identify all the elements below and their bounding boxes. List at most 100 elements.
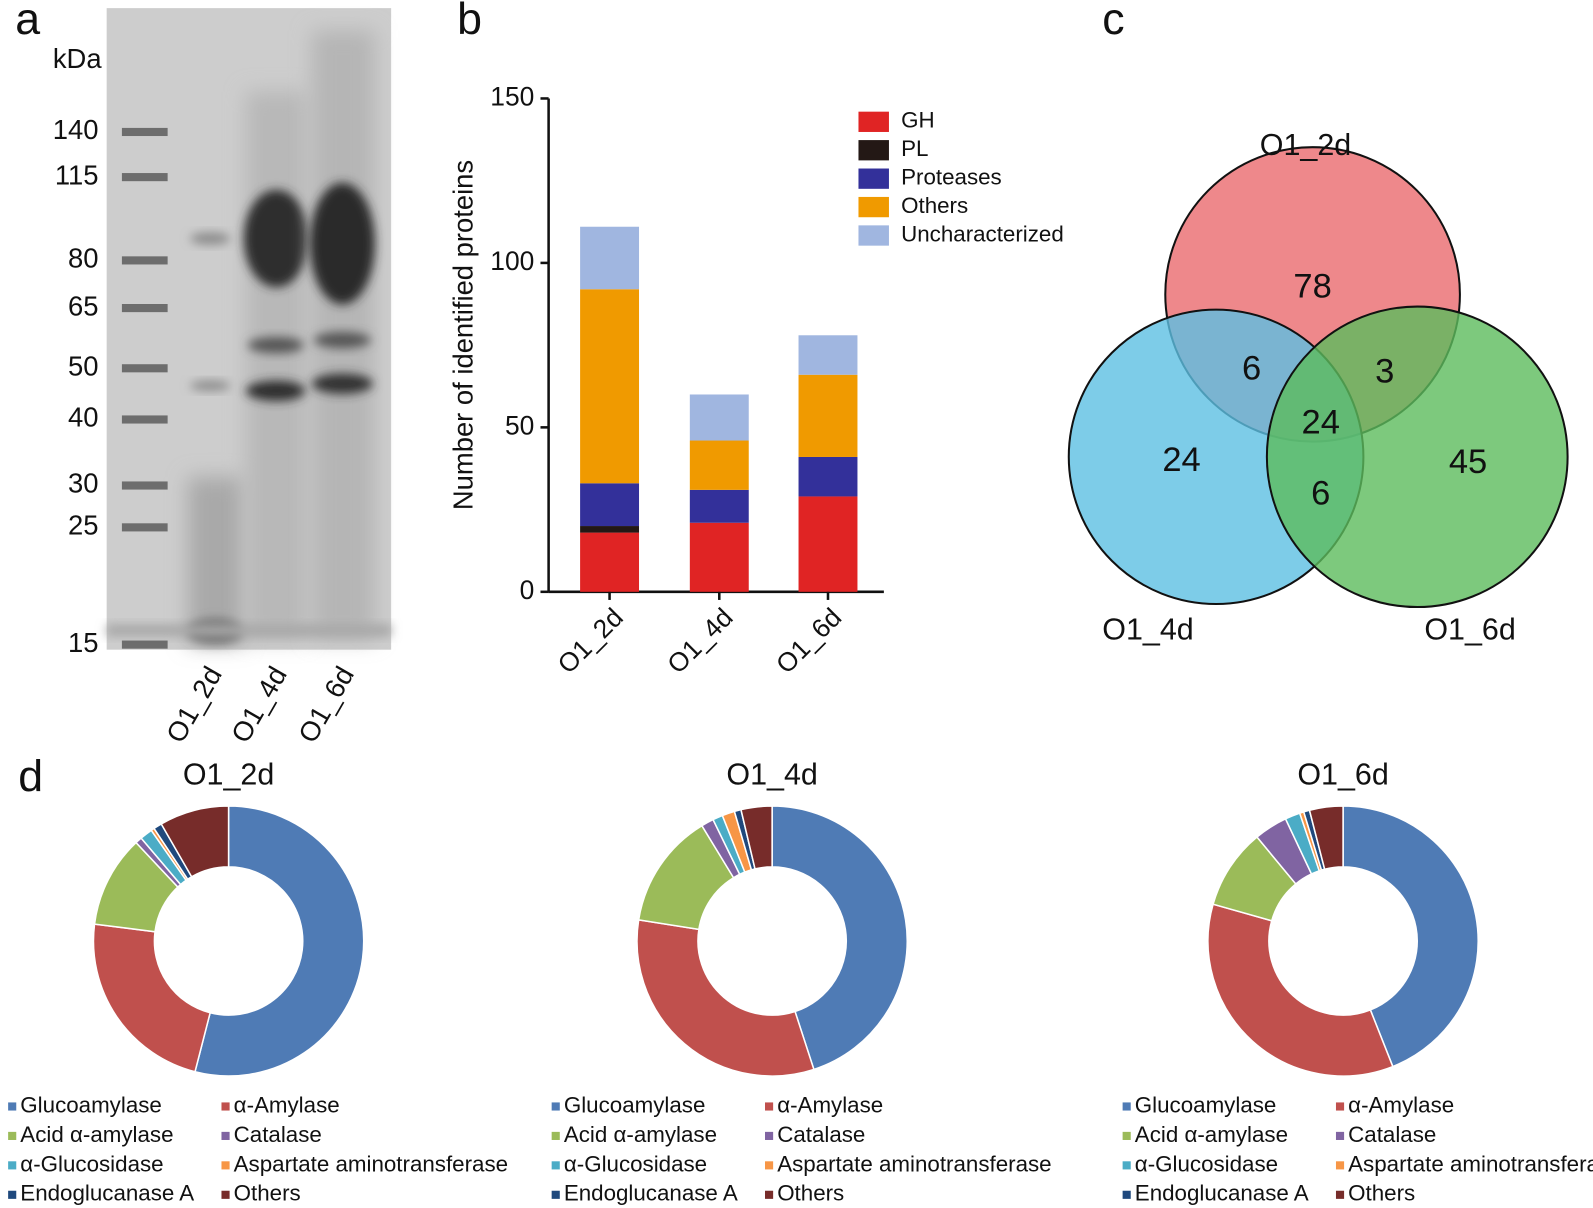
bar-segment bbox=[580, 483, 640, 527]
legend-swatch bbox=[1122, 1102, 1131, 1111]
gel-band bbox=[243, 189, 309, 288]
y-axis-label: Number of identified proteins bbox=[448, 160, 479, 510]
marker-band bbox=[121, 304, 168, 313]
legend-label: α-Amylase bbox=[234, 1092, 340, 1117]
bar-segment bbox=[798, 496, 858, 592]
y-tick-label: 80 bbox=[68, 243, 98, 274]
panel-label: a bbox=[15, 0, 40, 44]
legend-label: α-Glucosidase bbox=[564, 1151, 707, 1176]
y-tick-label: 50 bbox=[505, 410, 534, 440]
legend-swatch bbox=[221, 1102, 230, 1111]
bar-segment bbox=[580, 532, 640, 592]
region-value: 24 bbox=[1162, 441, 1200, 479]
legend-swatch bbox=[858, 225, 889, 246]
set-label: O1_4d bbox=[1102, 612, 1193, 646]
bar-segment bbox=[580, 289, 640, 484]
legend-swatch bbox=[765, 1131, 774, 1140]
region-value: 3 bbox=[1375, 353, 1394, 391]
gel-smear bbox=[245, 91, 307, 640]
marker-band bbox=[121, 415, 168, 424]
legend-label: Endoglucanase A bbox=[20, 1181, 194, 1206]
legend-label: Aspartate aminotransferase bbox=[777, 1151, 1051, 1176]
legend-label: Proteases bbox=[901, 165, 1002, 190]
lane-label: O1_4d bbox=[225, 661, 293, 748]
donut-slice bbox=[1342, 805, 1479, 1068]
gel-band bbox=[189, 232, 231, 245]
marker-band bbox=[121, 256, 168, 265]
legend-label: Others bbox=[901, 193, 968, 218]
legend-label: Catalase bbox=[234, 1122, 322, 1147]
legend-label: Catalase bbox=[1348, 1122, 1436, 1147]
legend-label: α-Amylase bbox=[1348, 1092, 1454, 1117]
legend-label: Aspartate aminotransferase bbox=[1348, 1151, 1593, 1176]
venn-circle bbox=[1265, 305, 1569, 609]
marker-band bbox=[121, 640, 168, 649]
region-value: 45 bbox=[1449, 443, 1487, 481]
legend-label: α-Amylase bbox=[777, 1092, 883, 1117]
legend-swatch bbox=[858, 196, 889, 218]
y-tick-label: 25 bbox=[68, 510, 98, 541]
legend-label: Uncharacterized bbox=[901, 221, 1064, 246]
legend-swatch bbox=[551, 1131, 560, 1140]
x-tick-label: O1_4d bbox=[661, 602, 738, 679]
legend-swatch bbox=[8, 1102, 17, 1111]
bar-segment bbox=[580, 226, 640, 290]
gel-band bbox=[309, 182, 375, 305]
legend-label: Others bbox=[234, 1181, 301, 1206]
set-label: O1_6d bbox=[1424, 612, 1515, 646]
gel-band bbox=[313, 331, 371, 349]
legend-swatch bbox=[221, 1190, 230, 1199]
legend-label: Glucoamylase bbox=[564, 1092, 706, 1117]
legend-label: Others bbox=[777, 1181, 844, 1206]
legend-label: Glucoamylase bbox=[20, 1092, 162, 1117]
y-tick-label: 65 bbox=[68, 290, 98, 321]
legend-label: α-Glucosidase bbox=[20, 1151, 163, 1176]
legend-label: PL bbox=[901, 136, 928, 161]
legend-swatch bbox=[8, 1161, 17, 1170]
legend-swatch bbox=[858, 168, 889, 189]
legend-label: Others bbox=[1348, 1181, 1415, 1206]
legend-swatch bbox=[765, 1161, 774, 1170]
gel-image bbox=[106, 8, 392, 650]
legend-swatch bbox=[1335, 1102, 1345, 1111]
y-tick-label: 150 bbox=[490, 81, 534, 111]
donut-title: O1_4d bbox=[726, 758, 817, 792]
legend-swatch bbox=[8, 1190, 17, 1199]
donut-slice bbox=[160, 805, 230, 878]
legend-label: Endoglucanase A bbox=[564, 1181, 738, 1206]
gel-band bbox=[189, 380, 231, 391]
y-tick-label: 0 bbox=[520, 575, 535, 605]
bar-segment bbox=[798, 335, 858, 375]
bar-segment bbox=[798, 456, 858, 497]
bar-segment bbox=[689, 440, 749, 490]
legend-swatch bbox=[551, 1190, 560, 1199]
gel-band bbox=[245, 380, 307, 401]
donut-slice bbox=[1207, 903, 1394, 1077]
y-tick-label: 140 bbox=[53, 114, 99, 145]
region-value: 6 bbox=[1242, 350, 1261, 388]
gel-dye-front bbox=[106, 624, 392, 637]
donut-title: O1_6d bbox=[1297, 758, 1388, 792]
legend-swatch bbox=[858, 140, 889, 161]
marker-band bbox=[121, 481, 168, 490]
legend-label: Acid α-amylase bbox=[564, 1122, 717, 1147]
panel-label: b bbox=[457, 0, 482, 44]
region-value: 78 bbox=[1293, 267, 1331, 305]
panel-label: c bbox=[1102, 0, 1124, 44]
bar-segment bbox=[798, 374, 858, 457]
donut-slice bbox=[771, 805, 908, 1071]
bar-segment bbox=[689, 394, 749, 441]
legend-swatch bbox=[1122, 1131, 1131, 1140]
donut-slice bbox=[1308, 805, 1344, 871]
panel-label: d bbox=[18, 752, 43, 801]
marker-band bbox=[121, 523, 168, 532]
legend-swatch bbox=[8, 1131, 17, 1140]
lane-label: O1_6d bbox=[292, 661, 360, 748]
legend-swatch bbox=[1335, 1131, 1345, 1140]
donut-slice bbox=[636, 919, 815, 1077]
legend-label: Acid α-amylase bbox=[1135, 1122, 1288, 1147]
legend-swatch bbox=[858, 111, 889, 132]
legend-label: Glucoamylase bbox=[1135, 1092, 1277, 1117]
gel-smear bbox=[187, 477, 244, 645]
